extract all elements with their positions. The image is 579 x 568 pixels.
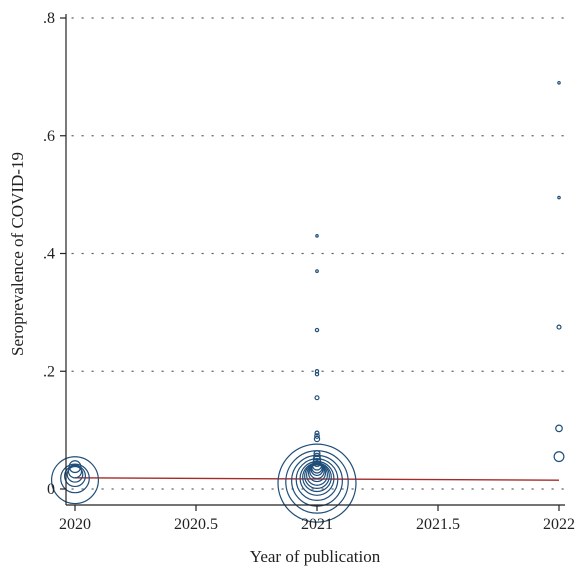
data-point [313, 435, 321, 443]
y-tick-label: 0 [47, 481, 55, 498]
tick-labels: 0 .2 .4 .6 .8 2020 2020.5 2021 2021.5 2022 [43, 10, 575, 533]
y-tick-label: .8 [43, 10, 55, 27]
data-point [314, 433, 320, 439]
data-point [63, 465, 86, 488]
y-tick-label: .4 [43, 246, 55, 263]
data-point [313, 450, 321, 458]
data-point [311, 460, 323, 471]
y-tick-label: .2 [43, 363, 55, 380]
data-point [67, 464, 83, 479]
data-point [314, 430, 320, 436]
data-point [299, 460, 335, 496]
x-tick-label: 2020 [59, 516, 91, 533]
x-axis-title: Year of publication [250, 547, 381, 566]
data-point [50, 456, 99, 505]
x-tick-label: 2021.5 [416, 516, 460, 533]
data-point [555, 424, 563, 433]
data-point [277, 443, 357, 523]
data-point [315, 234, 319, 238]
y-tick-label: .6 [43, 128, 55, 145]
data-point [315, 269, 319, 274]
data-point [314, 327, 320, 333]
y-axis-title: Seroprevalence of COVID-19 [8, 152, 27, 356]
x-tick-label: 2022 [543, 516, 575, 533]
x-tick-label: 2020.5 [174, 516, 218, 533]
data-point [314, 395, 320, 401]
data-point [556, 324, 562, 330]
data-point [312, 458, 322, 468]
data-point [66, 465, 84, 483]
data-point [313, 452, 321, 461]
data-point [314, 369, 320, 374]
data-point [312, 455, 322, 464]
data-points [50, 80, 565, 523]
data-point [553, 451, 565, 463]
axes [60, 14, 565, 511]
x-tick-label: 2021 [301, 516, 333, 533]
data-point [68, 460, 82, 474]
data-point [557, 195, 561, 200]
data-point [557, 80, 561, 85]
grid-lines [71, 17, 566, 490]
data-point [60, 463, 90, 494]
